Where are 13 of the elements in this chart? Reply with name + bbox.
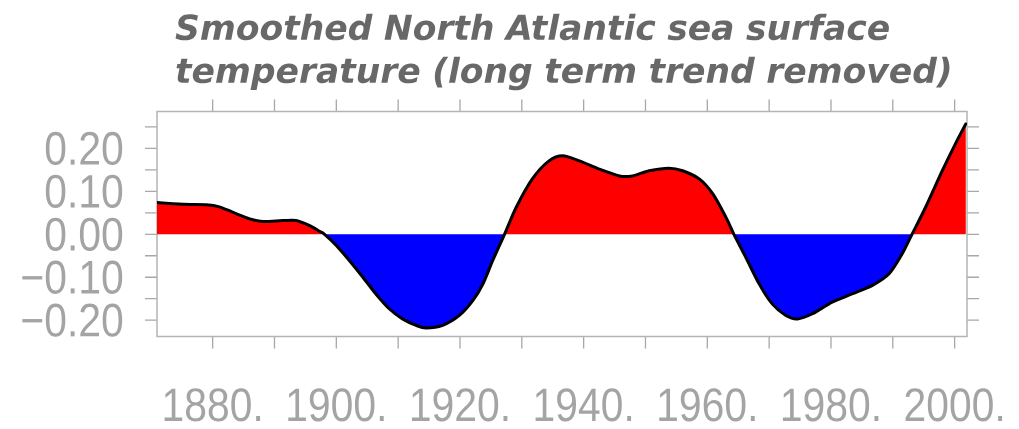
x-tick-label: 1980. [782, 388, 879, 422]
y-tick-label: −0.10 [22, 260, 123, 294]
y-tick-label: 0.10 [45, 174, 123, 208]
x-tick-label: 1920. [411, 388, 508, 422]
x-tick-label: 1880. [164, 388, 261, 422]
chart-title: Smoothed North Atlantic sea surface temperature (long term trend removed) [175, 13, 950, 91]
y-tick-label: −0.20 [22, 303, 123, 337]
x-tick-label: 1900. [288, 388, 384, 422]
y-tick-label: 0.20 [45, 131, 123, 166]
x-tick-label: 2000. [905, 388, 1003, 422]
x-tick-label: 1960. [659, 388, 755, 422]
x-tick-label: 1940. [535, 388, 632, 422]
y-tick-label: 0.00 [45, 217, 123, 251]
